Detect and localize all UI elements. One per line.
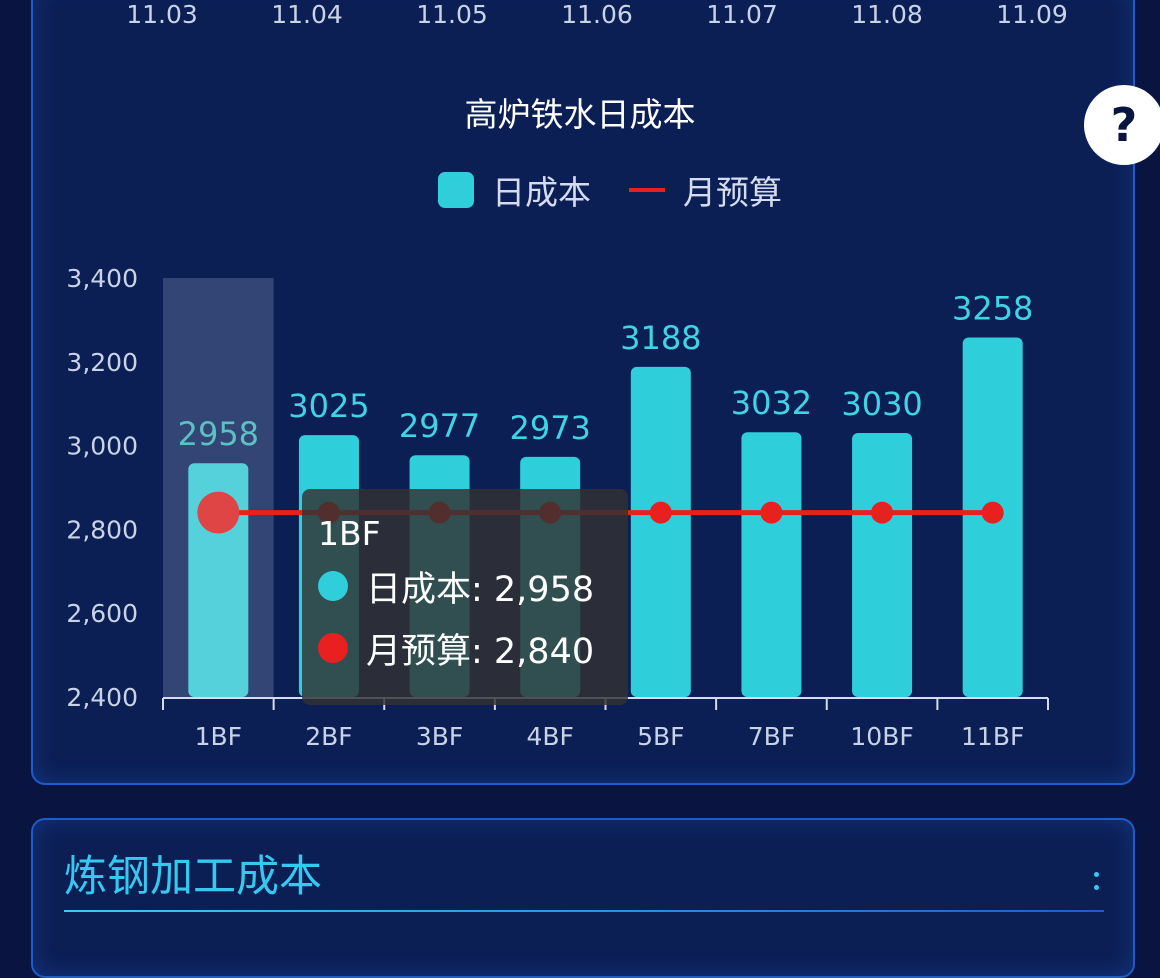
more-icon[interactable] xyxy=(1094,872,1102,900)
chart-title: 高炉铁水日成本 xyxy=(464,95,696,134)
budget-point xyxy=(197,491,240,534)
bar-10BF xyxy=(852,433,913,697)
bar-5BF xyxy=(630,366,691,697)
budget-point xyxy=(760,501,783,524)
tooltip-value-daily-cost: 日成本: 2,958 xyxy=(366,569,595,610)
date-label[interactable]: 11.05 xyxy=(416,0,488,29)
date-label[interactable]: 11.04 xyxy=(271,0,343,29)
date-label[interactable]: 11.08 xyxy=(851,0,923,29)
legend-item-daily-cost[interactable]: 日成本 xyxy=(492,173,591,212)
steel-title-underline xyxy=(64,910,1104,912)
budget-point xyxy=(871,501,894,524)
x-tick-label: 1BF xyxy=(195,722,242,751)
x-tick-label: 3BF xyxy=(416,722,463,751)
steel-panel-title: 炼钢加工成本 xyxy=(64,852,322,902)
tooltip-value-monthly-budget: 月预算: 2,840 xyxy=(366,631,595,672)
tooltip-dot-monthly-budget xyxy=(318,633,348,663)
tooltip-dot-daily-cost xyxy=(318,571,348,601)
date-label[interactable]: 11.09 xyxy=(996,0,1068,29)
y-tick-label: 3,400 xyxy=(66,264,138,293)
x-tick-label: 11BF xyxy=(961,722,1024,751)
x-tick-label: 2BF xyxy=(305,722,352,751)
x-tick-label: 5BF xyxy=(637,722,684,751)
x-tick-label: 4BF xyxy=(526,722,573,751)
budget-point xyxy=(981,501,1004,524)
tooltip-row-daily-cost: 日成本: 2,958 xyxy=(318,555,612,617)
legend-bar-swatch[interactable] xyxy=(438,172,474,208)
bar-value-label: 2973 xyxy=(509,409,590,447)
y-tick-label: 3,000 xyxy=(66,432,138,461)
bar-value-label: 3030 xyxy=(841,385,922,423)
x-tick-label: 7BF xyxy=(748,722,795,751)
date-label[interactable]: 11.07 xyxy=(706,0,778,29)
legend-line-swatch[interactable] xyxy=(629,188,665,192)
date-label[interactable]: 11.03 xyxy=(126,0,198,29)
y-tick-label: 2,600 xyxy=(66,599,138,628)
bar-value-label: 2977 xyxy=(399,407,480,445)
tooltip-row-monthly-budget: 月预算: 2,840 xyxy=(318,617,612,679)
bar-7BF xyxy=(741,432,802,697)
budget-point xyxy=(649,501,672,524)
chart-legend: 日成本 月预算 xyxy=(438,170,782,212)
y-tick-label: 2,800 xyxy=(66,515,138,544)
bar-value-label: 3188 xyxy=(620,319,701,357)
bar-value-label: 3258 xyxy=(952,289,1033,327)
x-tick-label: 10BF xyxy=(850,722,913,751)
bar-value-label: 3032 xyxy=(731,384,812,422)
chart-tooltip: 1BF 日成本: 2,958 月预算: 2,840 xyxy=(302,489,628,705)
help-button[interactable]: ? xyxy=(1084,85,1160,165)
legend-item-monthly-budget[interactable]: 月预算 xyxy=(683,173,782,212)
date-label[interactable]: 11.06 xyxy=(561,0,633,29)
tooltip-title: 1BF xyxy=(318,514,381,553)
y-tick-label: 2,400 xyxy=(66,683,138,712)
bar-value-label: 3025 xyxy=(288,387,369,425)
y-tick-label: 3,200 xyxy=(66,348,138,377)
bar-value-label: 2958 xyxy=(178,415,259,453)
